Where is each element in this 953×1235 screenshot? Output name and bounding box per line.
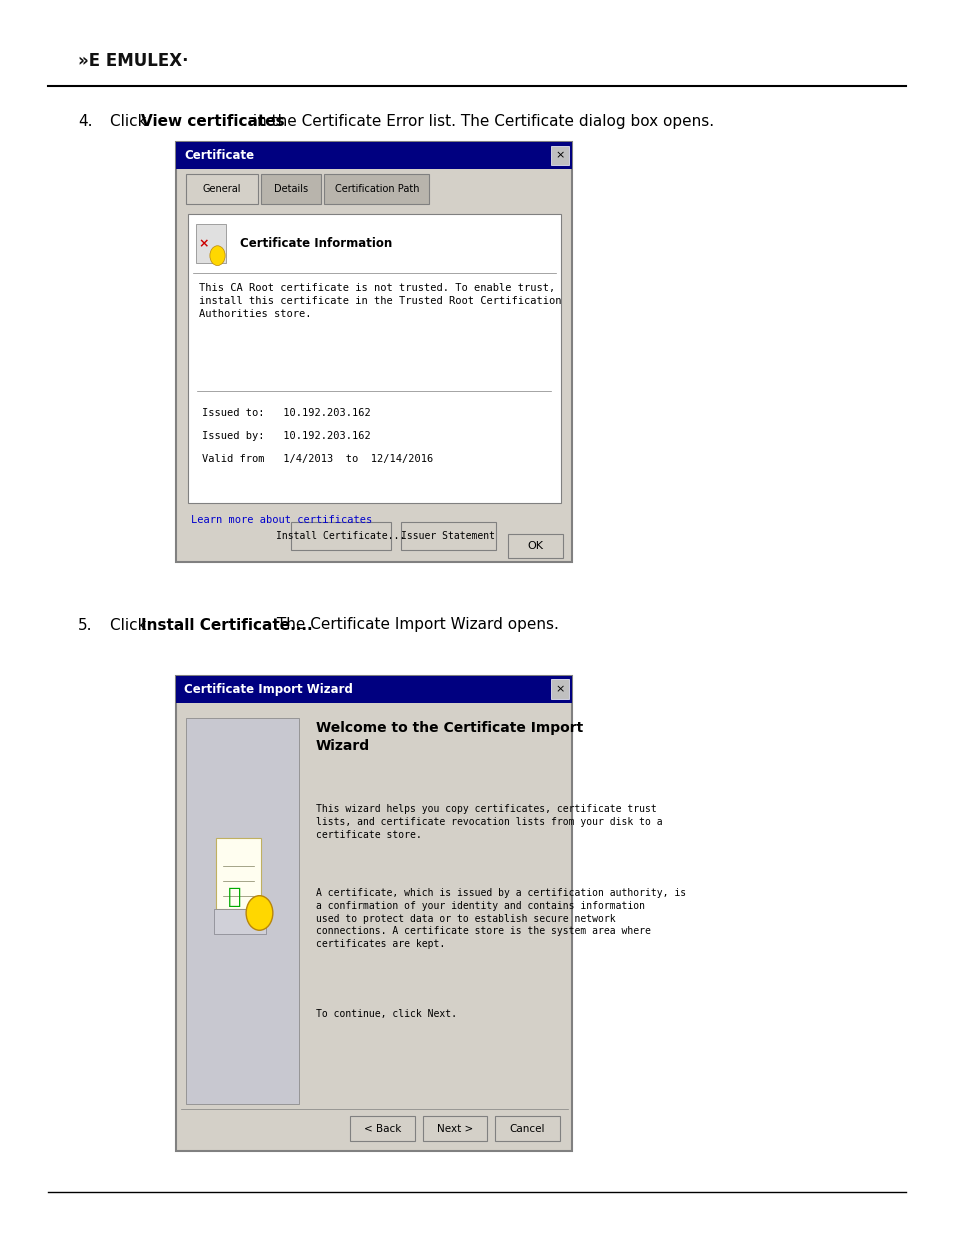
Text: Click: Click <box>110 114 151 128</box>
Bar <box>551 146 568 165</box>
Circle shape <box>210 246 225 266</box>
Text: ⤵: ⤵ <box>228 887 241 906</box>
Text: in the Certificate Error list. The Certificate dialog box opens.: in the Certificate Error list. The Certi… <box>248 114 714 128</box>
Bar <box>176 142 572 562</box>
Text: ×: × <box>555 151 564 161</box>
Text: Learn more about certificates: Learn more about certificates <box>191 515 372 525</box>
Text: The Certificate Import Wizard opens.: The Certificate Import Wizard opens. <box>272 618 558 632</box>
Bar <box>186 174 257 204</box>
Text: »E EMULEX·: »E EMULEX· <box>78 52 189 70</box>
Text: A certificate, which is issued by a certification authority, is
a confirmation o: A certificate, which is issued by a cert… <box>315 888 685 950</box>
Bar <box>215 837 261 909</box>
Text: Certificate: Certificate <box>184 149 254 162</box>
Text: Cancel: Cancel <box>509 1124 545 1134</box>
Text: 5.: 5. <box>78 618 92 632</box>
Text: Issued by:   10.192.203.162: Issued by: 10.192.203.162 <box>202 431 371 441</box>
Bar <box>350 1116 415 1141</box>
Text: Issued to:   10.192.203.162: Issued to: 10.192.203.162 <box>202 408 371 417</box>
Text: Certificate Import Wizard: Certificate Import Wizard <box>184 683 353 695</box>
Text: Valid from   1/4/2013  to  12/14/2016: Valid from 1/4/2013 to 12/14/2016 <box>202 454 433 464</box>
Bar <box>176 676 572 1151</box>
Bar <box>176 676 572 703</box>
Bar <box>176 142 572 169</box>
Text: Install Certificate...: Install Certificate... <box>276 531 405 541</box>
Text: General: General <box>202 184 241 194</box>
Bar <box>188 214 560 503</box>
Text: ×: × <box>555 684 564 694</box>
Bar <box>495 1116 559 1141</box>
Text: Certificate Information: Certificate Information <box>240 237 393 249</box>
Bar <box>186 718 298 1104</box>
Text: Next >: Next > <box>436 1124 473 1134</box>
Bar <box>213 909 266 934</box>
Text: This wizard helps you copy certificates, certificate trust
lists, and certificat: This wizard helps you copy certificates,… <box>315 804 661 840</box>
Bar <box>400 522 496 550</box>
Text: To continue, click Next.: To continue, click Next. <box>315 1009 456 1019</box>
Text: 4.: 4. <box>78 114 92 128</box>
Text: Details: Details <box>274 184 308 194</box>
Bar <box>261 174 320 204</box>
Bar <box>507 534 562 558</box>
Text: ×: × <box>197 237 209 249</box>
Text: < Back: < Back <box>363 1124 401 1134</box>
Circle shape <box>246 895 273 930</box>
Bar <box>324 174 429 204</box>
Bar <box>195 224 226 263</box>
Text: Welcome to the Certificate Import
Wizard: Welcome to the Certificate Import Wizard <box>315 721 582 752</box>
Text: View certificates: View certificates <box>141 114 285 128</box>
Text: Certification Path: Certification Path <box>335 184 418 194</box>
Text: This CA Root certificate is not trusted. To enable trust,
install this certifica: This CA Root certificate is not trusted.… <box>199 283 561 319</box>
Bar <box>422 1116 487 1141</box>
Text: Click: Click <box>110 618 151 632</box>
Text: Issuer Statement: Issuer Statement <box>401 531 495 541</box>
Text: OK: OK <box>527 541 542 551</box>
Bar <box>291 522 391 550</box>
Text: Install Certificate....: Install Certificate.... <box>141 618 313 632</box>
Bar <box>551 679 568 699</box>
